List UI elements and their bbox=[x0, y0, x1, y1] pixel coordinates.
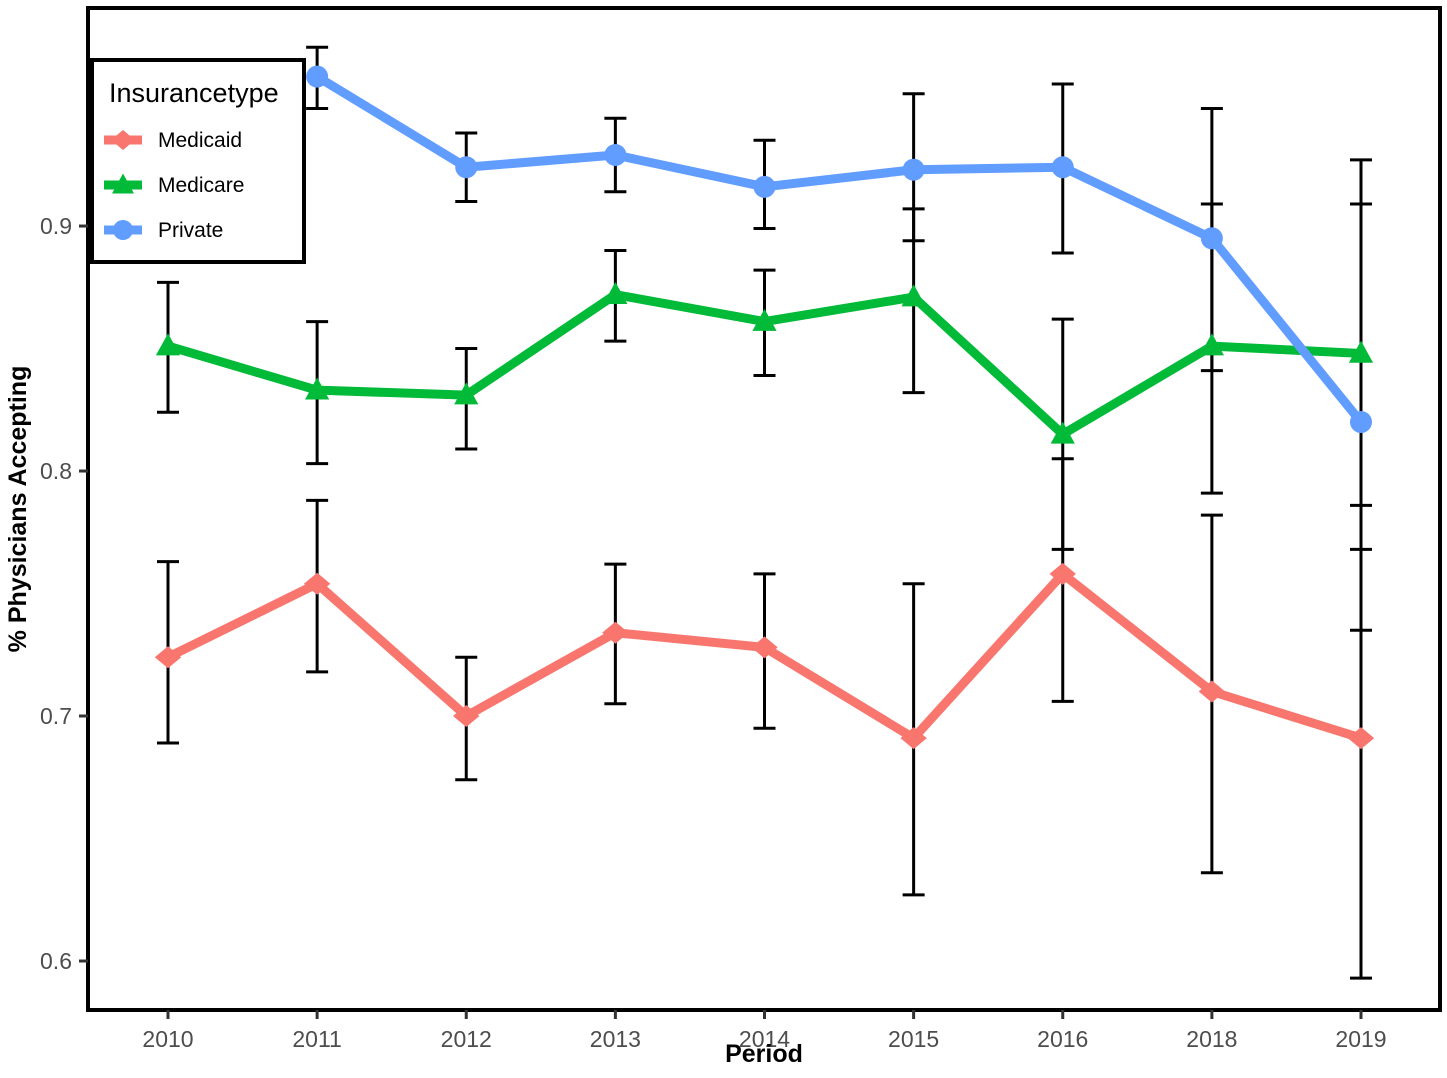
legend-swatch-marker bbox=[113, 220, 133, 240]
y-axis-title: % Physicians Accepting bbox=[4, 366, 32, 653]
x-tick-label: 2011 bbox=[292, 1026, 341, 1052]
legend-item-medicaid: Medicaid bbox=[104, 129, 242, 152]
marker-private-2013 bbox=[604, 143, 627, 166]
marker-medicare-2015 bbox=[901, 284, 926, 307]
legend-title: Insurancetype bbox=[109, 78, 279, 108]
y-tick-label: 0.7 bbox=[40, 703, 72, 729]
error-bar-private-2019 bbox=[1350, 158, 1372, 632]
legend-swatch-marker bbox=[111, 130, 135, 150]
legend-item-medicare: Medicare bbox=[104, 173, 244, 197]
marker-medicaid-2015 bbox=[900, 727, 927, 750]
x-tick-label: 2016 bbox=[1037, 1026, 1088, 1052]
legend-item-label: Medicare bbox=[158, 174, 244, 197]
y-axis: 0.6 0.7 0.8 0.9 bbox=[40, 213, 88, 974]
x-axis: 2010 2011 2012 2013 2014 2015 2016 2018 2019 bbox=[142, 1010, 1387, 1052]
marker-medicaid-2013 bbox=[602, 621, 629, 644]
y-tick-label: 0.9 bbox=[40, 213, 72, 239]
legend-item-label: Private bbox=[158, 219, 223, 242]
x-tick-label: 2014 bbox=[739, 1026, 790, 1052]
x-tick-label: 2012 bbox=[441, 1026, 492, 1052]
marker-medicaid-2014 bbox=[751, 636, 778, 659]
y-tick-label: 0.8 bbox=[40, 458, 72, 484]
marker-private-2018 bbox=[1200, 227, 1223, 250]
x-tick-label: 2018 bbox=[1186, 1026, 1237, 1052]
marker-medicaid-2011 bbox=[303, 572, 331, 595]
marker-private-2016 bbox=[1051, 156, 1074, 179]
marker-private-2014 bbox=[753, 175, 776, 198]
legend: Insurancetype Medicaid Medicare Private bbox=[90, 58, 306, 264]
marker-medicare-2014 bbox=[752, 308, 777, 331]
marker-private-2012 bbox=[455, 156, 478, 179]
data-markers-layer bbox=[154, 65, 1375, 750]
series-line-private bbox=[312, 72, 1366, 427]
x-tick-label: 2015 bbox=[888, 1026, 939, 1052]
marker-medicare-2012 bbox=[454, 382, 479, 405]
marker-medicare-2013 bbox=[603, 281, 628, 304]
x-tick-label: 2013 bbox=[590, 1026, 641, 1052]
marker-medicare-2010 bbox=[155, 333, 181, 356]
marker-private-2019 bbox=[1350, 411, 1372, 434]
marker-private-2015 bbox=[902, 158, 925, 181]
legend-items: Medicaid Medicare Private bbox=[104, 129, 244, 242]
marker-medicaid-2010 bbox=[154, 646, 182, 669]
x-tick-label: 2019 bbox=[1335, 1026, 1386, 1052]
legend-item-private: Private bbox=[104, 219, 223, 242]
x-axis-title: Period bbox=[725, 1040, 803, 1068]
marker-medicare-2018 bbox=[1199, 333, 1224, 356]
legend-swatch-marker bbox=[112, 173, 134, 194]
legend-item-label: Medicaid bbox=[158, 129, 242, 152]
marker-medicare-2019 bbox=[1348, 340, 1374, 363]
marker-medicaid-2012 bbox=[453, 705, 480, 728]
x-tick-label: 2010 bbox=[142, 1026, 193, 1052]
marker-medicaid-2018 bbox=[1198, 680, 1226, 703]
marker-medicare-2011 bbox=[305, 377, 330, 400]
marker-medicaid-2019 bbox=[1347, 727, 1375, 750]
y-tick-label: 0.6 bbox=[40, 948, 72, 974]
marker-medicaid-2016 bbox=[1049, 562, 1076, 585]
marker-private-2011 bbox=[306, 65, 329, 88]
marker-medicare-2016 bbox=[1050, 421, 1075, 444]
